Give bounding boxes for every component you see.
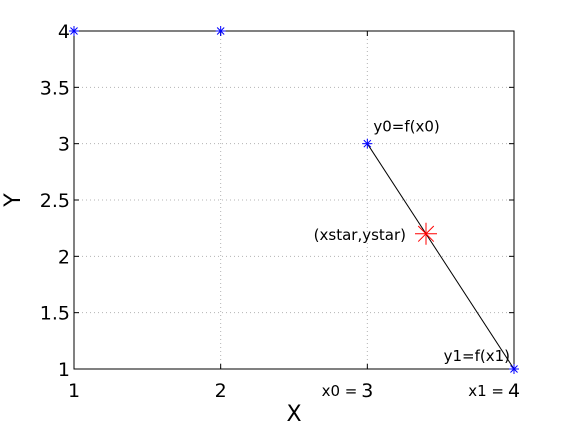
data-markers bbox=[69, 26, 519, 374]
annotation-label: x0 = bbox=[322, 382, 358, 400]
y-tick-label: 4 bbox=[58, 21, 70, 43]
x-tick-label: 3 bbox=[361, 380, 373, 402]
y-tick-label: 2.5 bbox=[40, 190, 70, 212]
y-tick-label: 3 bbox=[58, 134, 70, 156]
annotation-label: y1=f(x1) bbox=[444, 347, 510, 365]
y-tick-label: 3.5 bbox=[40, 77, 70, 99]
estimate-point-marker bbox=[415, 222, 437, 245]
x-axis-label: X bbox=[286, 402, 301, 427]
data-point-marker bbox=[215, 26, 226, 36]
annotation-label: x1 = bbox=[468, 382, 504, 400]
y-axis-label: Y bbox=[1, 193, 26, 208]
x-tick-label: 4 bbox=[508, 380, 520, 402]
interpolation-line bbox=[366, 143, 515, 370]
annotation-label: (xstar,ystar) bbox=[314, 226, 406, 244]
annotation-label: y0=f(x0) bbox=[373, 118, 439, 136]
grid bbox=[74, 31, 514, 369]
data-point-marker bbox=[69, 26, 79, 36]
interpolation-line-group bbox=[366, 143, 515, 370]
y-tick-label: 2 bbox=[58, 246, 70, 268]
annotations: y0=f(x0) (xstar,ystar) y1=f(x1) x0 = x1 = bbox=[314, 118, 510, 400]
data-point-marker bbox=[509, 364, 519, 374]
data-point-marker bbox=[362, 138, 373, 149]
axis-ticks: 1 2 3 4 1 1.5 2 2.5 3 3.5 4 bbox=[40, 21, 520, 402]
y-tick-label: 1.5 bbox=[40, 303, 70, 325]
x-tick-label: 2 bbox=[215, 380, 227, 402]
x-tick-label: 1 bbox=[68, 380, 80, 402]
y-tick-label: 1 bbox=[58, 359, 70, 381]
